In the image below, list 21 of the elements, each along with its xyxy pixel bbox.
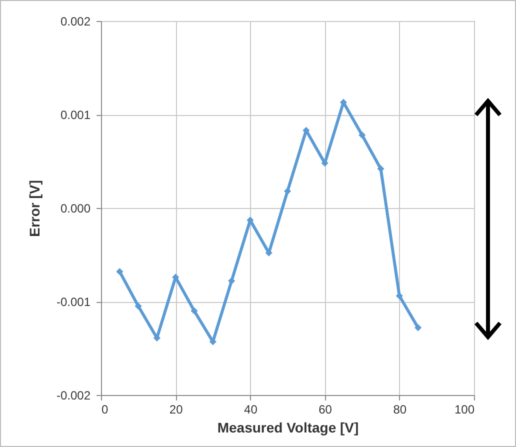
x-tick-label: 80 bbox=[393, 402, 407, 416]
y-axis-title: Error [V] bbox=[26, 180, 42, 237]
x-tick-label: 60 bbox=[318, 402, 332, 416]
point bbox=[134, 302, 142, 310]
y-tick-label: -0.001 bbox=[56, 295, 91, 309]
y-tick-label: -0.002 bbox=[56, 388, 91, 402]
y-tick-label: 0.000 bbox=[60, 202, 91, 216]
point bbox=[377, 165, 384, 172]
x-tick-label: 0 bbox=[102, 402, 108, 416]
point bbox=[358, 132, 366, 139]
y-tick-label: 0.002 bbox=[60, 14, 91, 28]
point bbox=[116, 268, 124, 276]
point bbox=[284, 188, 292, 195]
x-tick-label: 20 bbox=[169, 402, 184, 416]
y-tick-label: 0.001 bbox=[60, 108, 91, 122]
point bbox=[228, 277, 236, 284]
x-tick-label: 100 bbox=[454, 402, 475, 416]
point bbox=[190, 307, 198, 314]
x-tick-label: 40 bbox=[244, 402, 258, 416]
x-axis-title: Measured Voltage [V] bbox=[217, 420, 359, 436]
point bbox=[414, 324, 422, 332]
